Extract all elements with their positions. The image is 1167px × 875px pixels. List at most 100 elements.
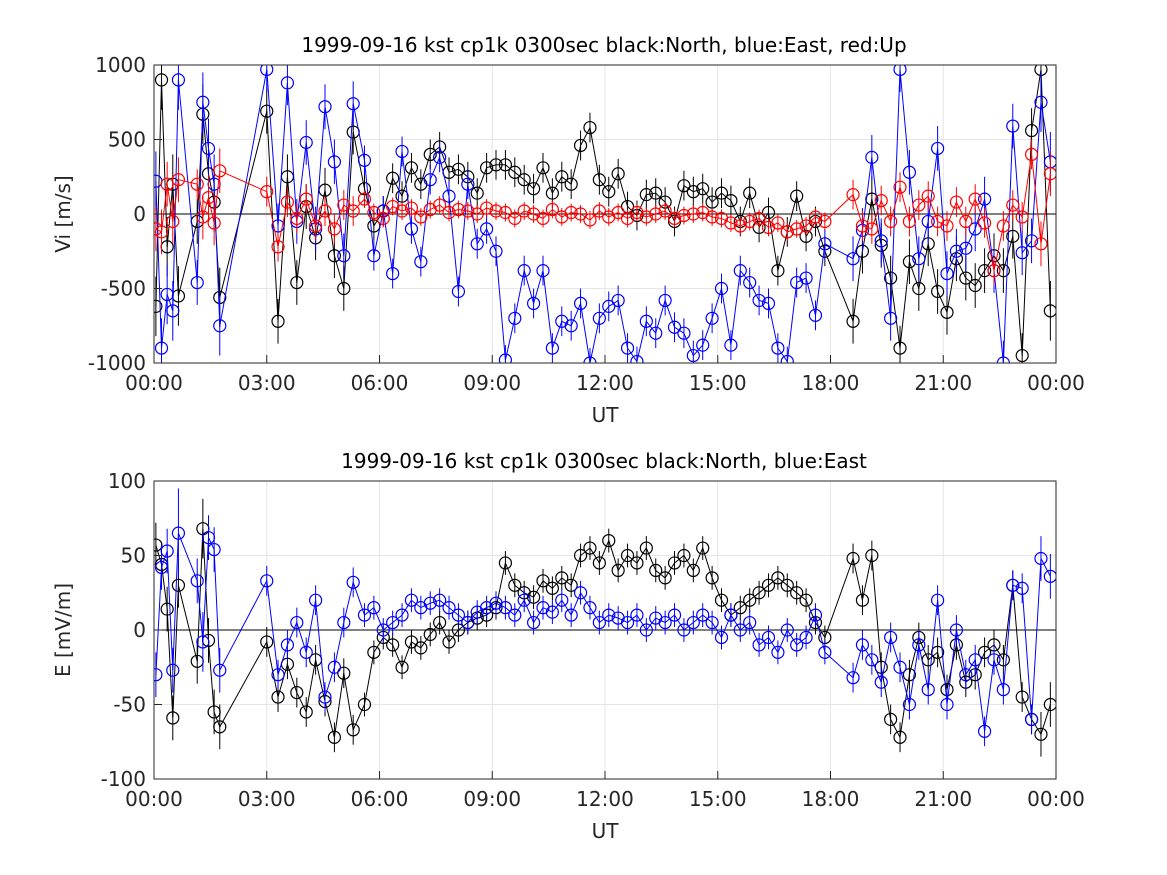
north-data-point	[846, 551, 860, 566]
up-data-point	[1015, 210, 1029, 224]
north-data-point	[489, 158, 503, 172]
east-data-point	[154, 560, 169, 575]
up-data-point	[968, 192, 982, 206]
up-data-point	[874, 193, 888, 208]
up-data-point	[414, 210, 428, 224]
north-data-point	[977, 264, 992, 278]
east-data-point	[940, 267, 954, 281]
east-data-point	[386, 267, 400, 281]
up-data-point	[620, 211, 635, 226]
north-data-point	[564, 578, 578, 592]
east-data-point	[196, 95, 210, 109]
north-data-point	[667, 556, 682, 570]
east-data-point	[346, 575, 360, 589]
east-data-point	[489, 244, 503, 258]
east-data-point	[299, 135, 313, 150]
east-data-point	[357, 608, 372, 622]
east-data-point	[517, 593, 531, 607]
north-data-point	[564, 177, 578, 191]
north-data-point	[977, 645, 992, 659]
east-data-point	[442, 601, 456, 615]
north-data-point	[884, 712, 898, 727]
efield-y-ticks: -100 -50 0 50 100	[101, 469, 162, 791]
north-data-point	[290, 685, 304, 700]
up-data-point	[752, 211, 766, 226]
up-data-point	[508, 211, 522, 226]
east-data-point	[724, 338, 738, 352]
up-data-point	[846, 188, 860, 202]
east-data-point	[865, 150, 879, 164]
north-data-point	[649, 186, 663, 200]
north-data-point	[573, 138, 588, 153]
efield-x-ticks: 00:00 03:00 06:00 09:00 12:00 15:00 18:00 21:00…	[125, 771, 1085, 811]
efield-x-tick-label: 06:00	[351, 787, 409, 811]
north-data-point	[386, 171, 400, 185]
north-data-point	[346, 723, 360, 737]
north-data-point	[498, 556, 513, 570]
north-data-point	[470, 186, 484, 200]
up-data-point	[583, 213, 597, 227]
north-data-point	[912, 281, 926, 296]
north-data-point	[299, 705, 313, 719]
up-data-point	[940, 219, 954, 233]
east-data-point	[733, 623, 747, 637]
north-data-point	[714, 593, 729, 607]
north-data-point	[327, 730, 341, 744]
north-data-point	[166, 711, 180, 725]
up-data-point	[902, 214, 917, 229]
north-data-point	[171, 578, 186, 592]
east-data-point	[526, 615, 541, 630]
east-data-point	[451, 608, 466, 622]
up-data-point	[884, 214, 898, 229]
north-data-point	[752, 586, 766, 600]
efield-y-tick-label: 50	[121, 544, 146, 568]
up-data-point	[921, 189, 935, 203]
north-data-point	[620, 548, 635, 563]
east-data-point	[931, 141, 945, 156]
east-data-point	[686, 615, 700, 630]
up-data-point	[790, 222, 804, 236]
east-data-point	[620, 341, 635, 355]
up-data-point	[536, 211, 550, 226]
up-data-point	[395, 204, 409, 218]
east-data-point	[196, 635, 210, 649]
north-data-point	[790, 586, 804, 600]
east-data-point	[583, 601, 597, 615]
north-data-point	[696, 182, 710, 196]
up-data-point	[461, 204, 475, 218]
east-data-point	[508, 311, 522, 325]
east-data-point	[376, 623, 390, 637]
east-data-point	[583, 356, 597, 363]
east-data-point	[207, 542, 221, 557]
east-data-point	[968, 222, 982, 236]
east-data-point	[893, 660, 907, 674]
velocity-y-ticks: -1000 -500 0 500 1000	[88, 53, 162, 375]
north-series-line	[155, 69, 1051, 356]
up-data-point	[337, 198, 351, 212]
east-data-point	[166, 663, 180, 677]
efield-x-tick-label: 21:00	[914, 787, 972, 811]
north-data-point	[545, 581, 559, 595]
north-data-point	[761, 578, 776, 592]
efield-y-tick-label: 100	[108, 469, 146, 493]
east-data-point	[865, 653, 879, 667]
efield-x-tick-label: 00:00	[1027, 787, 1085, 811]
north-data-point	[743, 593, 757, 607]
east-data-point	[996, 682, 1010, 697]
east-data-point	[639, 623, 653, 637]
up-data-point	[201, 191, 216, 205]
east-data-point	[573, 296, 588, 310]
east-data-point	[190, 275, 204, 290]
up-data-point	[517, 204, 531, 218]
east-data-point	[160, 287, 174, 302]
east-data-point	[404, 593, 419, 607]
east-data-point	[996, 356, 1010, 363]
north-data-point	[733, 601, 747, 615]
velocity-series-up	[154, 139, 1056, 286]
east-data-point	[545, 341, 559, 355]
north-data-point	[705, 571, 719, 585]
up-data-point	[260, 185, 274, 199]
up-data-point	[309, 219, 323, 233]
east-data-point	[171, 526, 186, 540]
up-data-point	[564, 205, 578, 220]
